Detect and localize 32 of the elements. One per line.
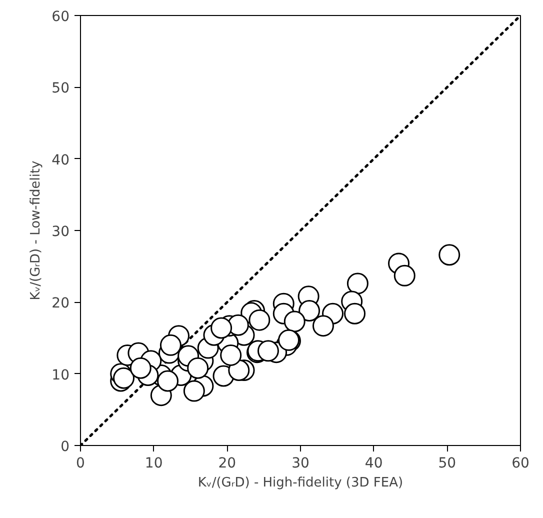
point bbox=[438, 244, 460, 266]
y-tick-label: 0 bbox=[60, 439, 70, 455]
y-axis-title: Kᵥ/(GᵣD) - Low-fidelity bbox=[28, 160, 44, 300]
point bbox=[346, 272, 368, 294]
x-tick-label: 50 bbox=[438, 456, 456, 472]
x-tick-label: 0 bbox=[76, 456, 85, 472]
x-axis-title: Kᵥ/(GᵣD) - High-fidelity (3D FEA) bbox=[198, 476, 404, 490]
point bbox=[157, 370, 179, 392]
point bbox=[130, 357, 152, 379]
point bbox=[257, 340, 279, 362]
point bbox=[160, 334, 182, 356]
point bbox=[228, 360, 250, 381]
point bbox=[344, 302, 366, 324]
x-tick-label: 30 bbox=[292, 456, 310, 472]
x-tick-label: 40 bbox=[364, 456, 383, 472]
x-tick-label: 20 bbox=[218, 456, 236, 472]
y-tick-label: 60 bbox=[52, 9, 70, 25]
point bbox=[183, 380, 205, 402]
y-tick-label: 50 bbox=[52, 80, 70, 97]
point bbox=[220, 344, 242, 366]
y-tick-label: 10 bbox=[52, 367, 70, 384]
point bbox=[394, 264, 416, 286]
point bbox=[284, 310, 306, 332]
point bbox=[312, 315, 334, 337]
y-tick-label: 30 bbox=[52, 224, 70, 240]
y-tick-label: 40 bbox=[52, 152, 70, 168]
x-tick-label: 10 bbox=[144, 456, 163, 472]
point bbox=[187, 357, 209, 379]
x-tick-label: 60 bbox=[512, 456, 530, 472]
point bbox=[248, 309, 270, 331]
y-tick-label: 20 bbox=[52, 296, 70, 312]
point bbox=[298, 300, 320, 322]
